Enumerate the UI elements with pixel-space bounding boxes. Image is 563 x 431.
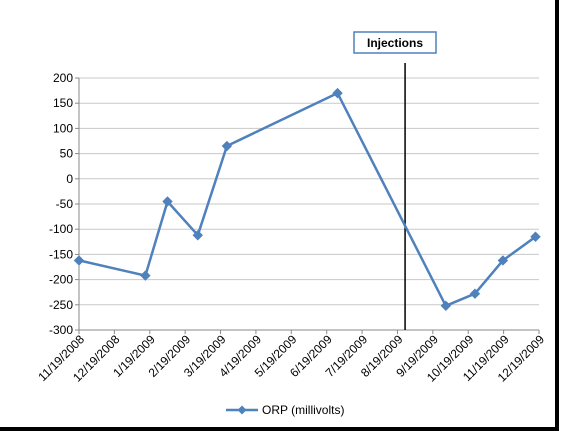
orp-data-point — [497, 255, 509, 266]
y-tick-label: 200 — [53, 71, 73, 85]
y-tick-label: -100 — [49, 222, 73, 236]
orp-line-chart: 200 150 100 50 0 -50 -100 -150 -200 -250 -300 11/1… — [35, 31, 547, 417]
legend-label: ORP (millivolts) — [262, 403, 344, 417]
y-tick-label: 0 — [66, 172, 73, 186]
y-tick-label: 50 — [60, 147, 74, 161]
axes — [75, 77, 540, 334]
injections-label-box — [353, 31, 437, 54]
y-tick-label: -150 — [49, 247, 73, 261]
orp-data-point — [332, 87, 343, 99]
legend: ORP (millivolts) — [226, 403, 344, 417]
orp-data-point — [162, 196, 173, 207]
gridlines — [79, 77, 539, 306]
y-tick-label: 100 — [53, 121, 73, 135]
injections-label-text: Injections — [367, 36, 423, 50]
orp-data-point — [530, 231, 541, 242]
orp-data-point — [192, 230, 203, 241]
orp-series-line — [78, 91, 537, 308]
orp-data-point — [440, 300, 452, 312]
y-tick-label: 150 — [53, 96, 73, 110]
y-tick-label: -300 — [49, 323, 73, 337]
injections-label: Injections — [353, 31, 437, 54]
annotations: Injections — [353, 31, 437, 330]
legend-marker-swatch — [237, 405, 247, 415]
orp-data-point — [469, 288, 481, 299]
orp-data-point — [73, 255, 85, 266]
x-tick-labels: 11/19/200812/19/20081/19/20092/19/20093/… — [35, 332, 547, 385]
series — [73, 87, 541, 312]
y-tick-label: -200 — [49, 273, 73, 287]
y-tick-label: -250 — [49, 298, 73, 312]
y-tick-label: -50 — [56, 197, 74, 211]
orp-data-point — [140, 270, 151, 281]
y-tick-labels: 200 150 100 50 0 -50 -100 -150 -200 -250 -300 — [49, 71, 73, 337]
orp-data-point — [221, 140, 233, 152]
